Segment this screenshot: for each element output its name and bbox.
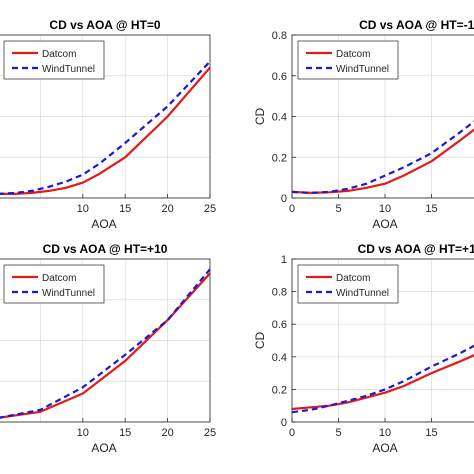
- y-tick-label: 0.8: [272, 30, 287, 42]
- x-tick-label: 15: [425, 427, 437, 439]
- chart-title: CD vs AOA @ HT=-10: [359, 18, 474, 32]
- chart-title: CD vs AOA @ HT=0: [49, 18, 160, 32]
- x-tick-label: 10: [77, 203, 89, 215]
- x-tick-label: 0: [289, 427, 295, 439]
- legend-label-datcom: Datcom: [336, 273, 370, 284]
- series-line-datcom: [0, 66, 210, 195]
- series-line-windtunnel: [292, 344, 474, 414]
- x-tick-label: 10: [379, 427, 391, 439]
- x-tick-label: 0: [289, 203, 295, 215]
- legend-box: [297, 40, 399, 80]
- x-axis-label: AOA: [91, 441, 116, 455]
- legend-label-datcom: Datcom: [336, 49, 370, 60]
- chart-title: CD vs AOA @ HT=+10: [43, 242, 168, 256]
- x-tick-label: 10: [77, 427, 89, 439]
- x-tick-label: 20: [161, 427, 173, 439]
- x-axis-label: AOA: [372, 217, 397, 231]
- series-line-datcom: [292, 354, 474, 411]
- legend-label-windtunnel: WindTunnel: [336, 288, 389, 299]
- series-line-windtunnel: [0, 60, 210, 195]
- legend-label-windtunnel: WindTunnel: [336, 64, 389, 75]
- y-axis-label: CD: [253, 108, 267, 126]
- y-tick-label: 0.6: [272, 319, 287, 331]
- y-tick-label: 0: [281, 193, 287, 205]
- legend-label-datcom: Datcom: [42, 273, 76, 284]
- x-tick-label: 5: [335, 203, 341, 215]
- x-axis-label: AOA: [372, 441, 397, 455]
- subplot-4: 0 5 10 15 0 0.2 0.4 0.6 0.8 1 AOA CD CD vs AOA @ HT=…: [253, 242, 474, 455]
- x-tick-label: 5: [335, 427, 341, 439]
- series-line-windtunnel: [292, 120, 474, 194]
- y-tick-label: 0.2: [272, 384, 287, 396]
- y-tick-label: 0.6: [272, 71, 287, 83]
- x-tick-label: 20: [161, 203, 173, 215]
- y-axis-label: CD: [253, 332, 267, 350]
- y-tick-label: 0.4: [272, 352, 287, 364]
- axes-frame: [0, 258, 211, 423]
- legend-box: [297, 264, 399, 304]
- y-tick-label: 0: [281, 417, 287, 429]
- subplot-2: 0 5 10 15 0 0.2 0.4 0.6 0.8 AOA CD CD vs AOA @ HT=-…: [253, 18, 474, 231]
- y-tick-label: 0.8: [272, 287, 287, 299]
- legend-box: [3, 264, 105, 304]
- x-tick-label: 25: [204, 203, 216, 215]
- x-axis-label: AOA: [91, 217, 116, 231]
- legend-label-windtunnel: WindTunnel: [42, 288, 95, 299]
- subplot-3: 10 15 20 25 AOA CD vs AOA @ HT=+10 Datcom WindT…: [0, 242, 216, 455]
- y-tick-label: 0.2: [272, 152, 287, 164]
- series-line-datcom: [0, 272, 210, 419]
- y-tick-label: 0.4: [272, 112, 287, 124]
- legend-label-datcom: Datcom: [42, 49, 76, 60]
- axes-frame: [0, 34, 211, 199]
- series-line-windtunnel: [0, 268, 210, 419]
- x-tick-label: 10: [379, 203, 391, 215]
- subplot-1: 10 15 20 25 AOA CD vs AOA @ HT=0 Datcom WindTun…: [0, 18, 216, 231]
- x-tick-label: 15: [425, 203, 437, 215]
- x-tick-label: 15: [119, 427, 131, 439]
- series-line-datcom: [292, 128, 474, 194]
- chart-title: CD vs AOA @ HT=+10: [358, 242, 474, 256]
- x-tick-label: 25: [204, 427, 216, 439]
- legend-box: [3, 40, 105, 80]
- legend-label-windtunnel: WindTunnel: [42, 64, 95, 75]
- x-tick-label: 15: [119, 203, 131, 215]
- y-tick-label: 1: [281, 254, 287, 266]
